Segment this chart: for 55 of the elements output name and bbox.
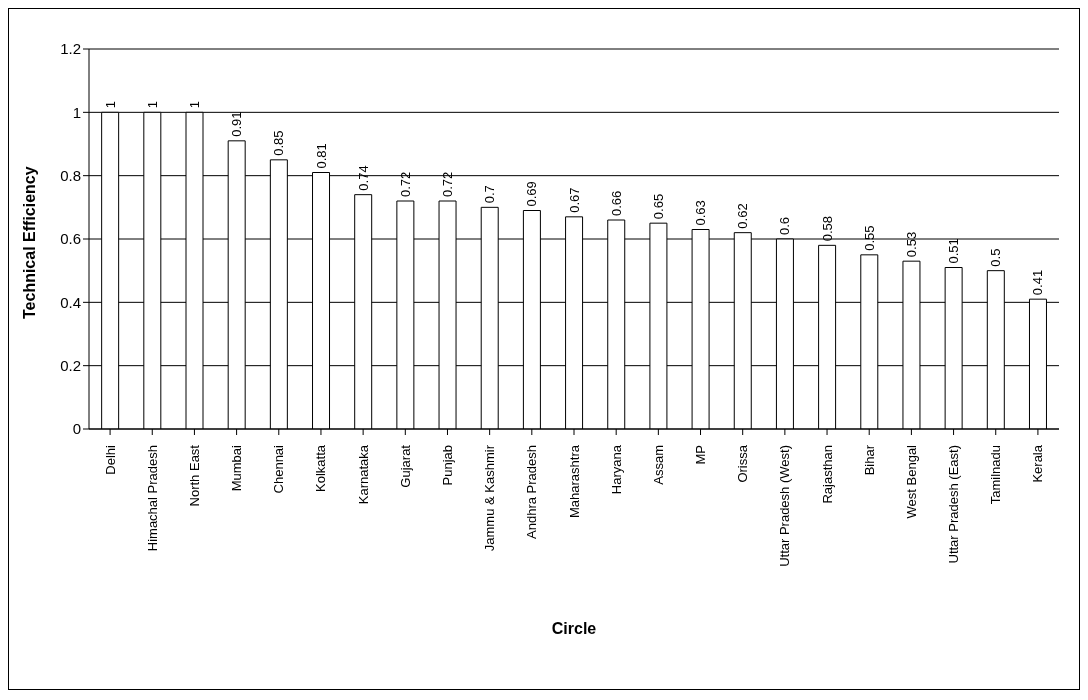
- x-tick-label: Jammu & Kashmir: [482, 444, 498, 552]
- data-label: 0.66: [608, 190, 624, 216]
- x-tick-label: North East: [186, 444, 202, 507]
- data-label: 0.62: [735, 203, 751, 229]
- data-label: 0.51: [946, 238, 962, 264]
- x-tick-label: Mumbai: [229, 444, 245, 492]
- x-tick-label: Kerala: [1030, 444, 1046, 483]
- x-tick-label: Chennai: [271, 444, 287, 494]
- data-label: 0.72: [440, 171, 456, 197]
- data-label: 0.6: [777, 216, 793, 235]
- y-tick-label: 0: [72, 420, 81, 438]
- y-tick-label: 0.6: [60, 230, 81, 248]
- x-tick-label: Maharashtra: [566, 444, 582, 518]
- x-tick-label: Rajasthan: [819, 445, 835, 504]
- data-label: 0.91: [229, 111, 245, 137]
- x-axis-title: Circle: [551, 620, 597, 637]
- x-tick-label: Uttar Pradesh (East): [946, 445, 962, 564]
- data-label: 0.67: [566, 187, 582, 213]
- y-tick-label: 0.8: [60, 166, 81, 184]
- x-tick-label: Himachal Pradesh: [144, 445, 160, 552]
- x-tick-label: Tamilnadu: [988, 445, 1004, 505]
- x-tick-label: Bihar: [861, 444, 877, 476]
- x-tick-label: Orissa: [735, 444, 751, 483]
- x-tick-label: Karnataka: [355, 444, 371, 505]
- data-label: 0.53: [903, 231, 919, 258]
- data-label: 0.41: [1030, 269, 1046, 296]
- x-tick-label: Punjab: [439, 445, 455, 486]
- x-tick-label: Delhi: [102, 444, 118, 475]
- data-label: 0.65: [650, 193, 666, 220]
- data-label: 0.69: [524, 181, 540, 207]
- x-tick-label: West Bengal: [903, 444, 919, 519]
- data-label: 0.72: [397, 171, 413, 197]
- x-tick-label: Assam: [650, 445, 666, 485]
- y-tick-label: 0.2: [60, 356, 81, 374]
- data-label: 0.58: [819, 216, 835, 242]
- y-axis-title: Technical Efficiency: [20, 166, 38, 319]
- x-tick-label: MP: [693, 445, 709, 465]
- data-label: 1: [144, 101, 160, 109]
- x-tick-label: Kolkatta: [313, 444, 329, 492]
- y-tick-label: 1.2: [60, 40, 81, 58]
- x-tick-label: Andhra Pradesh: [524, 445, 540, 539]
- data-label: 0.85: [271, 130, 287, 156]
- data-label: 1: [102, 101, 118, 109]
- data-label: 0.55: [861, 225, 877, 251]
- y-tick-label: 1: [72, 103, 81, 121]
- data-label: 0.63: [693, 200, 709, 226]
- y-tick-label: 0.4: [60, 293, 81, 311]
- x-tick-label: Gujarat: [397, 444, 413, 488]
- data-label: 0.5: [988, 248, 1004, 267]
- x-tick-label: Uttar Pradesh (West): [777, 445, 793, 567]
- data-label: 1: [187, 101, 202, 109]
- data-label: 0.81: [313, 143, 329, 169]
- data-label: 0.74: [355, 165, 371, 191]
- data-label: 0.7: [482, 185, 498, 204]
- x-tick-label: Haryana: [608, 444, 624, 495]
